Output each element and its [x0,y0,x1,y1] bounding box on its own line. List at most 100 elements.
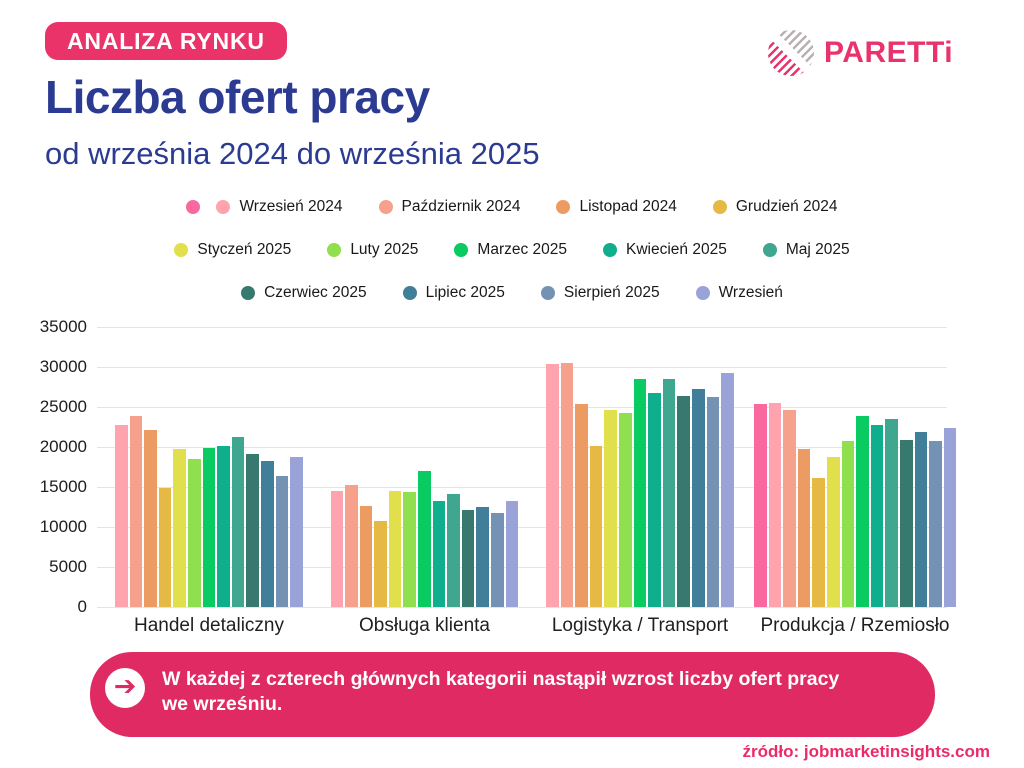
source-credit: źródło: jobmarketinsights.com [742,742,990,761]
legend-swatches [454,243,469,257]
bar [275,475,289,607]
legend-label: Styczeń 2025 [197,241,292,258]
bar-group [546,363,734,607]
legend-dot [540,286,555,300]
y-axis-tick-label: 0 [77,597,87,616]
insight-line-2: we wrześniu. [162,692,283,715]
legend-swatches [540,286,555,300]
legend-swatches [186,200,231,214]
legend-label: Kwiecień 2025 [626,241,727,258]
legend-dot [603,243,618,257]
bar [677,395,690,607]
x-axis-category-label: Obsługa klienta [359,615,490,636]
bar [447,494,460,607]
insight-callout-text: W każdej z czterech głównych kategorii n… [162,667,839,716]
bar [633,379,647,607]
bar [662,379,676,607]
legend-swatches [402,286,417,300]
bar [505,501,519,607]
legend-label: Czerwiec 2025 [264,284,367,301]
bar [604,410,617,607]
bar [841,441,855,607]
bar-chart-plot-area: 0 5000 10000 15000 20000 25000 30000 35000 [40,317,957,616]
bar [129,415,143,607]
legend-swatches [174,243,189,257]
legend-row: Wrzesień 2024 Październik 2024 Listopad 20… [0,198,1024,216]
legend-dot [378,200,393,214]
bar [899,439,913,607]
bar [914,431,928,607]
bar [826,457,840,607]
arrow-right-icon: ➔ [105,667,145,708]
legend-item: Marzec 2025 [454,241,567,259]
bar [461,510,475,607]
bar [158,487,172,607]
legend-item: Kwiecień 2025 [603,241,727,259]
category-badge: ANALIZA RYNKU [45,22,287,60]
bar [648,393,661,607]
bar [575,403,588,607]
bar [721,372,734,607]
legend-row: Czerwiec 2025 Lipiec 2025 Sierpień 2025 Wrz… [0,284,1024,302]
y-axis-tick-label: 35000 [39,317,87,336]
legend-item: Luty 2025 [327,241,418,259]
legend-item: Listopad 2024 [556,198,677,216]
legend-label: Luty 2025 [350,241,419,258]
x-axis-labels: Handel detaliczny Obsługa klienta Logistyk… [97,615,950,641]
legend-swatches [327,243,342,257]
legend-dot [712,200,727,214]
chart-legend: Wrzesień 2024 Październik 2024 Listopad 20… [0,198,1024,327]
paretti-logo-text: PARETTi [824,36,954,69]
bar [115,424,128,607]
legend-dot [695,286,710,300]
insight-callout: ➔ W każdej z czterech głównych kategorii… [90,652,935,737]
gridline [97,487,947,488]
legend-swatches [695,286,710,300]
legend-label: Listopad 2024 [579,198,677,215]
legend-item: Sierpień 2025 [540,284,660,302]
bar [231,437,245,607]
bar [418,471,431,607]
page-subtitle: od września 2024 do września 2025 [45,136,540,171]
bar [246,454,259,607]
legend-row: Styczeń 2025 Luty 2025 Marzec 2025 Kwiecień… [0,241,1024,259]
legend-item: Styczeń 2025 [174,241,291,259]
gridline [97,407,947,408]
bar [546,363,559,607]
y-axis-tick-label: 5000 [49,557,87,576]
arrow-glyph: ➔ [113,671,137,701]
legend-item: Wrzesień 2024 [186,198,343,216]
bar [330,491,344,607]
gridline [97,327,947,328]
legend-dot [241,286,256,300]
legend-label: Sierpień 2025 [563,284,660,301]
legend-label: Lipiec 2025 [425,284,505,301]
legend-label: Maj 2025 [785,241,850,258]
legend-dot [402,286,417,300]
bar [345,485,358,607]
legend-item: Czerwiec 2025 [241,284,367,302]
bar [870,425,884,607]
legend-dot [174,243,189,257]
legend-label: Wrzesień 2024 [239,198,343,215]
bar [812,478,825,607]
gridline [97,367,947,368]
insight-line-1: W każdej z czterech głównych kategorii n… [162,668,840,691]
legend-dot [762,243,777,257]
bar [202,447,216,607]
bar [856,415,869,607]
legend-dot [327,243,342,257]
bar [403,491,417,607]
bar [768,403,782,607]
bar [618,413,632,607]
bar-group [115,415,303,607]
bar [260,460,274,607]
bar [797,448,811,607]
legend-item: Październik 2024 [378,198,520,216]
bar [374,520,387,607]
legend-swatches [712,200,727,214]
bar [754,403,767,607]
bar [173,448,186,607]
gridline [97,567,947,568]
